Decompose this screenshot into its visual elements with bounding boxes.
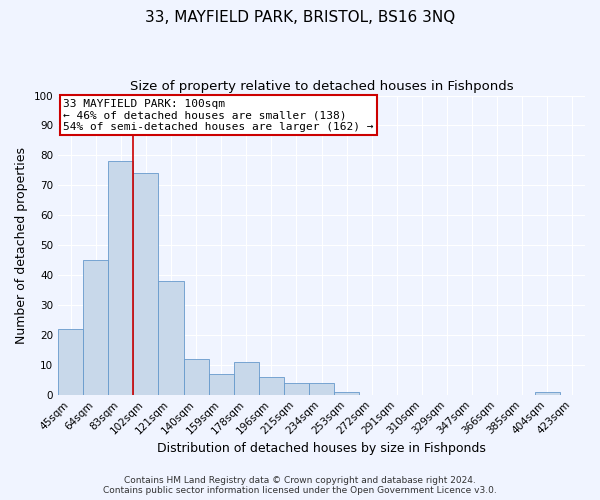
Title: Size of property relative to detached houses in Fishponds: Size of property relative to detached ho…: [130, 80, 514, 93]
Bar: [309, 383, 334, 394]
Bar: [108, 162, 133, 394]
Bar: [535, 392, 560, 394]
Bar: [58, 329, 83, 394]
Bar: [83, 260, 108, 394]
Bar: [334, 392, 359, 394]
X-axis label: Distribution of detached houses by size in Fishponds: Distribution of detached houses by size …: [157, 442, 486, 455]
Y-axis label: Number of detached properties: Number of detached properties: [15, 146, 28, 344]
Text: 33 MAYFIELD PARK: 100sqm
← 46% of detached houses are smaller (138)
54% of semi-: 33 MAYFIELD PARK: 100sqm ← 46% of detach…: [64, 98, 374, 132]
Bar: [233, 362, 259, 394]
Text: Contains HM Land Registry data © Crown copyright and database right 2024.
Contai: Contains HM Land Registry data © Crown c…: [103, 476, 497, 495]
Bar: [133, 174, 158, 394]
Bar: [284, 383, 309, 394]
Bar: [158, 281, 184, 394]
Text: 33, MAYFIELD PARK, BRISTOL, BS16 3NQ: 33, MAYFIELD PARK, BRISTOL, BS16 3NQ: [145, 10, 455, 25]
Bar: [209, 374, 233, 394]
Bar: [259, 377, 284, 394]
Bar: [184, 359, 209, 394]
